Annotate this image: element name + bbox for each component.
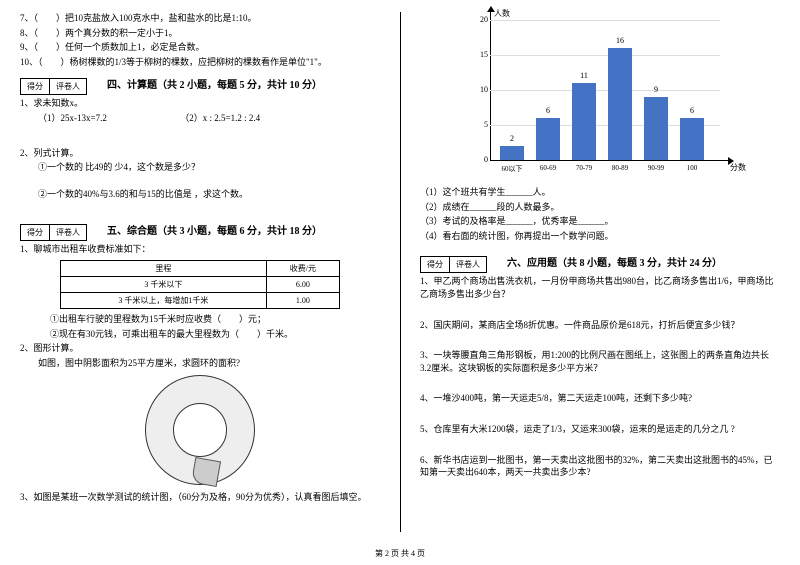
question-7: 7、（ ）把10克盐放入100克水中，盐和盐水的比是1:10。 [20, 12, 380, 25]
bar-value-label: 6 [536, 106, 560, 115]
s5-q1b: ②现在有30元钱，可乘出租车的最大里程数为（ ）千米。 [50, 328, 380, 341]
chart-bar: 11 [572, 83, 596, 160]
chart-bar: 6 [536, 118, 560, 160]
s4-q2b: ②一个数的40%与3.6的和与15的比值是 ，求这个数。 [38, 188, 380, 201]
bar-chart: 人数 分数 05101520260以下660-691170-791680-899… [460, 10, 740, 180]
chart-q3: （3）考试的及格率是______，优秀率是______。 [420, 215, 780, 228]
fare-h2: 收费/元 [266, 260, 339, 276]
s6-q3: 3、一块等腰直角三角形钢板，用1:200的比例尺画在图纸上，这张图上的两条直角边… [420, 349, 780, 374]
ring-inner [173, 403, 227, 457]
score-label-3: 得分 [421, 257, 450, 272]
s4-q1a: （1）25x-13x=7.2 [38, 112, 178, 125]
y-tick: 0 [476, 155, 488, 164]
question-10: 10、（ ）杨树棵数的1/3等于柳树的棵数，应把柳树的棵数看作是单位"1"。 [20, 56, 380, 69]
s4-q2: 2、列式计算。 [20, 147, 380, 160]
score-box: 得分 评卷人 [20, 78, 87, 95]
chart-bar: 16 [608, 48, 632, 160]
s4-q1: 1、求未知数x。 [20, 97, 380, 110]
x-tick: 80-89 [603, 164, 637, 172]
bar-value-label: 11 [572, 71, 596, 80]
y-tick: 10 [476, 85, 488, 94]
chart-bar: 2 [500, 146, 524, 160]
s5-q3: 3、如图是某班一次数学测试的统计图，（60分为及格，90分为优秀），认真看图后填… [20, 491, 380, 504]
y-tick: 15 [476, 50, 488, 59]
fare-r1c1: 3 千米以下 [61, 276, 267, 292]
grader-label-2: 评卷人 [50, 225, 86, 240]
x-tick: 100 [675, 164, 709, 172]
page-footer: 第 2 页 共 4 页 [0, 548, 800, 559]
x-axis-label: 分数 [730, 162, 746, 173]
left-column: 7、（ ）把10克盐放入100克水中，盐和盐水的比是1:10。 8、（ ）两个真… [0, 0, 400, 540]
s6-q4: 4、一堆沙400吨，第一天运走5/8，第二天运走100吨，还剩下多少吨? [420, 392, 780, 405]
fare-r2c1: 3 千米以上，每增加1千米 [61, 292, 267, 308]
question-8: 8、（ ）两个真分数的积一定小于1。 [20, 27, 380, 40]
fare-h1: 里程 [61, 260, 267, 276]
score-box-3: 得分 评卷人 [420, 256, 487, 273]
s5-q2: 2、图形计算。 [20, 342, 380, 355]
bar-value-label: 16 [608, 36, 632, 45]
score-label: 得分 [21, 79, 50, 94]
s6-q1: 1、甲乙两个商场出售洗衣机，一月份甲商场共售出980台，比乙商场多售出1/6，甲… [420, 275, 780, 300]
chart-bar: 9 [644, 97, 668, 160]
x-tick: 70-79 [567, 164, 601, 172]
x-axis [490, 160, 730, 161]
chart-q2: （2）成绩在______段的人数最多。 [420, 201, 780, 214]
chart-q4: （4）看右面的统计图，你再提出一个数学问题。 [420, 230, 780, 243]
grid-line [490, 90, 720, 91]
question-9: 9、（ ）任何一个质数加上1，必定是合数。 [20, 41, 380, 54]
score-label-2: 得分 [21, 225, 50, 240]
x-tick: 90-99 [639, 164, 673, 172]
grader-label: 评卷人 [50, 79, 86, 94]
fare-r2c2: 1.00 [266, 292, 339, 308]
y-tick: 20 [476, 15, 488, 24]
grader-label-3: 评卷人 [450, 257, 486, 272]
right-column: 人数 分数 05101520260以下660-691170-791680-899… [400, 0, 800, 540]
s5-q1a: ①出租车行驶的里程数为15千米时应收费（ ）元； [50, 313, 380, 326]
grid-line [490, 55, 720, 56]
bar-value-label: 9 [644, 85, 668, 94]
section-5-title: 五、综合题（共 3 小题，每题 6 分，共计 18 分） [107, 222, 322, 237]
section-6-title: 六、应用题（共 8 小题，每题 3 分，共计 24 分） [507, 254, 722, 269]
chart-q1: （1）这个班共有学生______人。 [420, 186, 780, 199]
fare-r1c2: 6.00 [266, 276, 339, 292]
bar-value-label: 2 [500, 134, 524, 143]
s6-q5: 5、仓库里有大米1200袋，运走了1/3，又运来300袋，运来的是运走的几分之几… [420, 423, 780, 436]
bar-value-label: 6 [680, 106, 704, 115]
y-axis-label: 人数 [494, 8, 510, 19]
ring-figure [145, 375, 255, 485]
y-tick: 5 [476, 120, 488, 129]
s4-q1-row: （1）25x-13x=7.2 （2）x : 2.5=1.2 : 2.4 [38, 112, 380, 125]
x-tick: 60-69 [531, 164, 565, 172]
y-axis [490, 10, 491, 160]
grid-line [490, 20, 720, 21]
s6-q6: 6、新华书店运到一批图书，第一天卖出这批图书的32%，第二天卖出这批图书的45%… [420, 454, 780, 479]
s5-q1: 1、聊城市出租车收费标准如下： [20, 243, 380, 256]
chart-bar: 6 [680, 118, 704, 160]
section-4-title: 四、计算题（共 2 小题，每题 5 分，共计 10 分） [107, 76, 322, 91]
score-box-2: 得分 评卷人 [20, 224, 87, 241]
s4-q2a: ①一个数的 比49的 少4，这个数是多少？ [38, 161, 380, 174]
s6-q2: 2、国庆期间，某商店全场8折优惠。一件商品原价是618元，打折后便宜多少钱？ [420, 319, 780, 332]
s4-q1b: （2）x : 2.5=1.2 : 2.4 [180, 113, 260, 123]
fare-table: 里程收费/元 3 千米以下6.00 3 千米以上，每增加1千米1.00 [60, 260, 340, 309]
s5-q2a: 如图，图中阴影面积为25平方厘米，求圆环的面积? [38, 357, 380, 370]
x-tick: 60以下 [495, 164, 529, 174]
